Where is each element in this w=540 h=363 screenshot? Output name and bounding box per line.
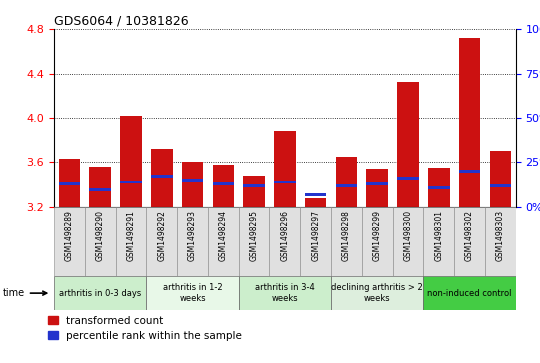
Bar [367, 169, 388, 207]
Bar [490, 184, 511, 187]
Bar [428, 168, 449, 207]
Bar [485, 207, 516, 276]
Bar [244, 176, 265, 207]
Bar [213, 165, 234, 207]
Bar [393, 207, 423, 276]
Text: declining arthritis > 2
weeks: declining arthritis > 2 weeks [332, 284, 423, 303]
Bar [244, 184, 265, 187]
Bar [59, 182, 80, 185]
Text: GSM1498301: GSM1498301 [434, 210, 443, 261]
Bar [454, 207, 485, 276]
Text: GSM1498298: GSM1498298 [342, 210, 351, 261]
Bar [120, 116, 141, 207]
Bar [151, 175, 172, 178]
Bar [182, 162, 203, 207]
Text: GSM1498300: GSM1498300 [403, 210, 413, 261]
Text: GSM1498294: GSM1498294 [219, 210, 228, 261]
Text: GSM1498302: GSM1498302 [465, 210, 474, 261]
Bar [423, 207, 454, 276]
Bar [428, 186, 449, 189]
Bar [177, 207, 208, 276]
Bar [59, 159, 80, 207]
Text: GSM1498297: GSM1498297 [311, 210, 320, 261]
Bar [182, 179, 203, 182]
Bar [213, 182, 234, 185]
Text: GSM1498292: GSM1498292 [157, 210, 166, 261]
Bar [239, 207, 269, 276]
Bar [146, 276, 239, 310]
Text: GSM1498295: GSM1498295 [249, 210, 259, 261]
Text: arthritis in 0-3 days: arthritis in 0-3 days [59, 289, 141, 298]
Bar [90, 167, 111, 207]
Bar [331, 207, 362, 276]
Bar [151, 149, 172, 207]
Bar [305, 193, 326, 196]
Bar [397, 82, 418, 207]
Text: GSM1498299: GSM1498299 [373, 210, 382, 261]
Bar [208, 207, 239, 276]
Text: time: time [3, 288, 46, 298]
Text: arthritis in 3-4
weeks: arthritis in 3-4 weeks [255, 284, 315, 303]
Bar [362, 207, 393, 276]
Bar [300, 207, 331, 276]
Bar [490, 151, 511, 207]
Bar [367, 182, 388, 185]
Text: arthritis in 1-2
weeks: arthritis in 1-2 weeks [163, 284, 222, 303]
Bar [116, 207, 146, 276]
Text: GSM1498296: GSM1498296 [280, 210, 289, 261]
Legend: transformed count, percentile rank within the sample: transformed count, percentile rank withi… [49, 315, 242, 341]
Bar [459, 170, 480, 173]
Bar [239, 276, 331, 310]
Text: non-induced control: non-induced control [427, 289, 512, 298]
Bar [54, 207, 85, 276]
Bar [331, 276, 423, 310]
Bar [459, 38, 480, 207]
Bar [336, 157, 357, 207]
Bar [305, 198, 326, 207]
Bar [423, 276, 516, 310]
Bar [336, 184, 357, 187]
Bar [54, 276, 146, 310]
Bar [85, 207, 116, 276]
Text: GSM1498290: GSM1498290 [96, 210, 105, 261]
Text: GSM1498303: GSM1498303 [496, 210, 505, 261]
Bar [274, 131, 295, 207]
Bar [269, 207, 300, 276]
Bar [397, 177, 418, 180]
Text: GDS6064 / 10381826: GDS6064 / 10381826 [54, 15, 188, 28]
Text: GSM1498293: GSM1498293 [188, 210, 197, 261]
Bar [274, 181, 295, 183]
Text: GSM1498289: GSM1498289 [65, 210, 74, 261]
Bar [90, 188, 111, 191]
Bar [146, 207, 177, 276]
Bar [120, 181, 141, 183]
Text: GSM1498291: GSM1498291 [126, 210, 136, 261]
